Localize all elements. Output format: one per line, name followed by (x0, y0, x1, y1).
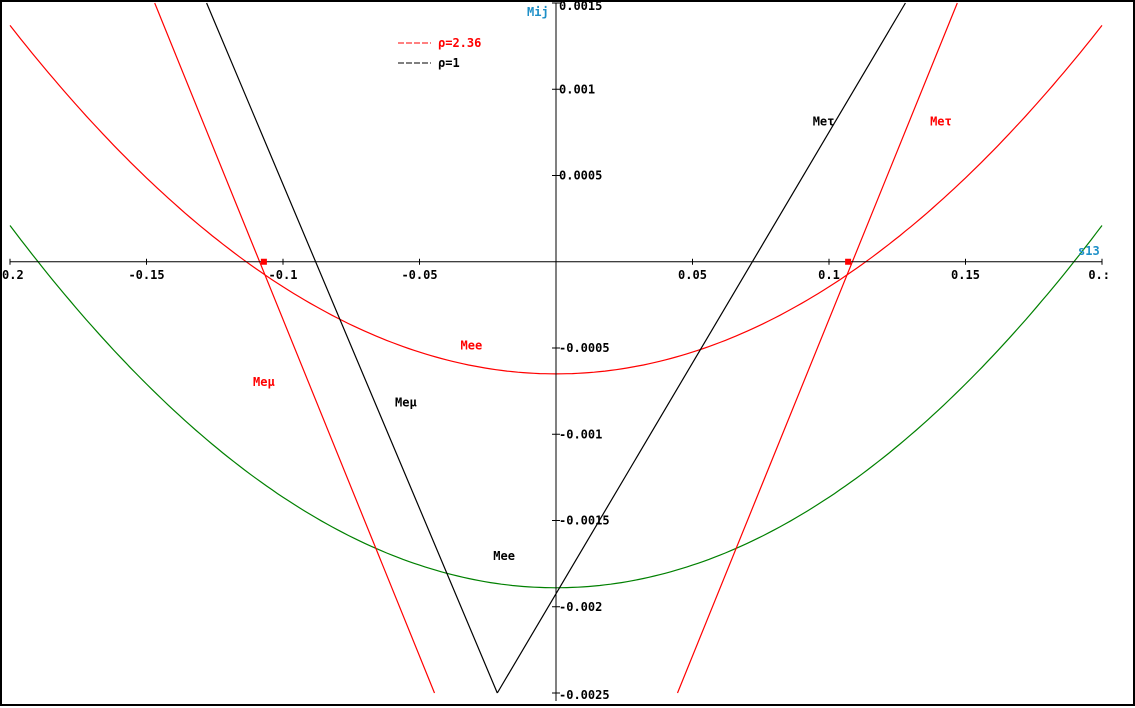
y-tick-label: -0.001 (559, 427, 602, 441)
intersection-marker (260, 258, 267, 265)
x-tick-label: 0.1 (818, 268, 840, 282)
y-tick-label: -0.002 (559, 600, 602, 614)
y-tick-label: 0.001 (559, 82, 595, 96)
x-tick-label: -0.05 (401, 268, 437, 282)
y-axis-label: Mij (527, 5, 549, 19)
x-tick-label: 0.15 (951, 268, 980, 282)
curve-annotation: Meτ (813, 114, 835, 128)
x-axis-label: s13 (1078, 244, 1100, 258)
curve-annotation: Meμ (395, 396, 417, 410)
series-curve-5 (676, 2, 958, 694)
curve-annotation: Meτ (930, 114, 952, 128)
x-tick-label: -0.15 (128, 268, 164, 282)
y-tick-label: -0.0025 (559, 688, 610, 702)
legend-label: ρ=2.36 (438, 36, 481, 50)
y-tick-label: -0.0015 (559, 514, 610, 528)
y-tick-label: 0.0005 (559, 169, 602, 183)
y-tick-label: 0.0015 (559, 2, 602, 13)
x-tick-label: 0.2 (2, 268, 24, 282)
series-curve-4 (496, 2, 906, 694)
x-tick-label: -0.1 (269, 268, 298, 282)
legend-label: ρ=1 (438, 56, 460, 70)
curve-annotation: Mee (461, 339, 483, 353)
x-tick-label: 0.05 (678, 268, 707, 282)
x-tick-label: 0.: (1088, 268, 1110, 282)
series-curve-2 (154, 2, 436, 694)
curve-annotation: Mee (493, 549, 515, 563)
y-tick-label: -0.0005 (559, 341, 610, 355)
series-curve-3 (206, 2, 498, 694)
intersection-marker (845, 258, 852, 265)
curve-annotation: Meμ (253, 375, 275, 389)
